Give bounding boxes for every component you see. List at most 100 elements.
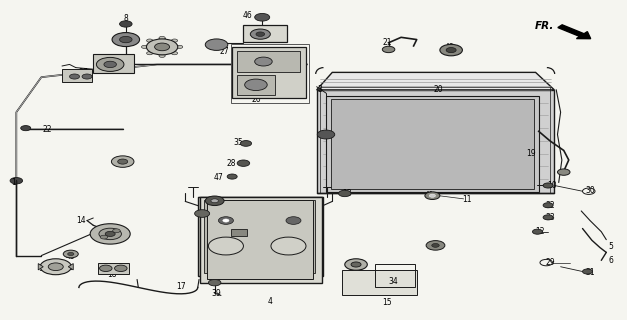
Text: 17: 17 [176,282,186,291]
Text: 1: 1 [11,178,16,187]
Circle shape [245,79,267,91]
Circle shape [70,74,80,79]
Bar [342,270,417,295]
Polygon shape [68,264,73,270]
Text: 28: 28 [226,159,236,168]
Circle shape [120,21,132,27]
Bar [62,68,92,82]
Circle shape [99,228,122,240]
Circle shape [429,194,436,197]
Circle shape [21,125,31,131]
Text: 35: 35 [233,138,243,147]
Polygon shape [317,72,554,90]
Circle shape [446,48,456,52]
Bar [231,44,309,103]
Text: 4: 4 [267,297,272,306]
Circle shape [425,192,440,199]
Bar [237,51,300,72]
Text: 30: 30 [585,186,595,195]
Text: 8: 8 [124,14,128,23]
Circle shape [240,140,251,146]
Circle shape [211,199,218,203]
Circle shape [120,36,132,43]
Circle shape [105,231,115,236]
Text: 38: 38 [233,227,242,236]
Bar [198,197,323,276]
Circle shape [63,250,78,258]
Circle shape [582,269,593,274]
Bar [231,229,246,236]
Text: 22: 22 [43,125,53,134]
Bar [243,25,287,42]
Circle shape [255,57,272,66]
Circle shape [205,196,224,205]
Text: 19: 19 [527,149,536,158]
Text: 47: 47 [214,173,223,182]
Text: 42: 42 [120,157,129,166]
Bar [237,75,275,95]
Circle shape [10,178,23,184]
Text: 29: 29 [545,258,555,267]
Text: 33: 33 [545,213,555,222]
Text: 46: 46 [243,12,253,20]
Text: 14: 14 [76,216,85,225]
Circle shape [382,46,395,52]
Text: 6: 6 [608,256,613,265]
Text: 2: 2 [103,57,108,66]
Circle shape [223,219,229,222]
Circle shape [100,265,112,271]
Text: 37: 37 [78,68,88,77]
Text: FR.: FR. [534,20,554,30]
Bar [331,99,534,189]
Circle shape [440,44,462,56]
Circle shape [250,29,270,39]
Circle shape [255,13,270,21]
Circle shape [237,160,250,166]
Text: 25: 25 [251,60,261,69]
Circle shape [104,61,117,68]
Text: 39: 39 [212,289,221,298]
Circle shape [155,43,170,51]
Bar [98,263,129,274]
Circle shape [147,52,153,55]
Text: 48: 48 [198,210,207,219]
Text: 9: 9 [355,262,360,271]
FancyArrow shape [558,25,591,39]
Bar [326,96,539,192]
Circle shape [159,36,166,40]
Text: 24: 24 [295,73,305,82]
Circle shape [115,265,127,271]
Text: 36: 36 [157,38,167,47]
Text: 11: 11 [462,195,472,204]
Circle shape [543,215,553,220]
Text: 18: 18 [107,269,117,279]
Text: 26: 26 [251,95,261,104]
Circle shape [194,210,209,217]
Bar [93,54,134,73]
Text: 34: 34 [389,277,398,286]
Circle shape [113,229,120,233]
Circle shape [543,203,553,208]
Circle shape [97,57,124,71]
Circle shape [118,159,128,164]
Circle shape [40,259,71,275]
Text: 20: 20 [434,85,443,94]
Polygon shape [38,264,43,270]
Circle shape [100,235,108,239]
Bar [204,200,315,273]
Text: 49: 49 [445,43,455,52]
Text: 32: 32 [545,201,555,210]
Text: 40: 40 [214,197,223,206]
Circle shape [426,241,445,250]
Polygon shape [317,90,554,194]
Circle shape [147,39,153,42]
Circle shape [205,39,228,50]
Circle shape [90,224,130,244]
Text: 10: 10 [547,181,557,190]
Circle shape [218,217,233,224]
Circle shape [532,229,542,234]
Text: 44: 44 [429,241,438,250]
Circle shape [159,54,166,57]
Circle shape [171,39,177,42]
Circle shape [345,259,367,270]
